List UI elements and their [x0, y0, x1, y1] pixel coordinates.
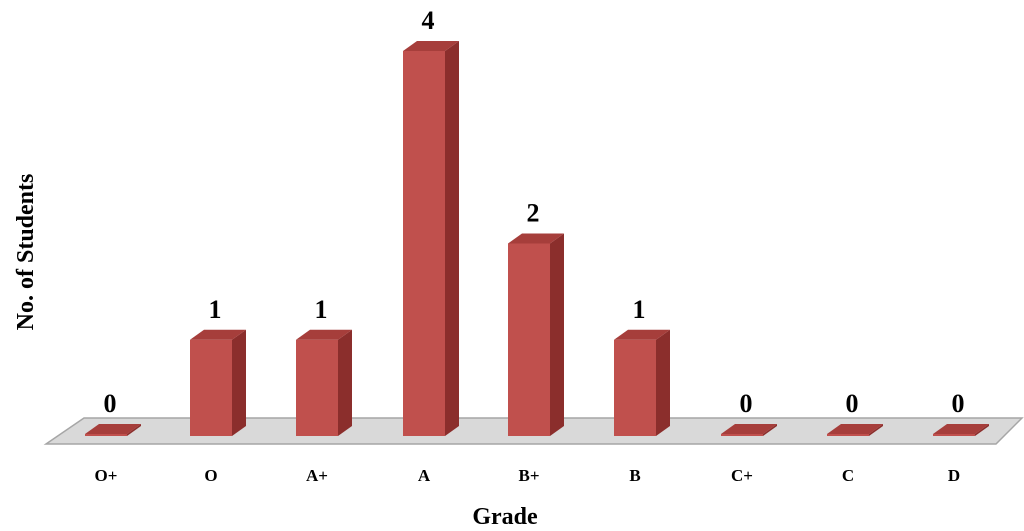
- bar-top-face: [721, 424, 777, 434]
- bar-side-face: [975, 424, 989, 436]
- data-label-C+: 0: [740, 389, 753, 418]
- x-tick-label-C+: C+: [731, 466, 753, 485]
- bar-front-face: [933, 434, 975, 436]
- bar-top-face: [403, 41, 459, 51]
- bar-D: [933, 424, 989, 436]
- bar-C+: [721, 424, 777, 436]
- bars-group: [85, 41, 989, 436]
- x-tick-label-B: B: [629, 466, 640, 485]
- bar-top-face: [296, 329, 352, 340]
- data-label-A+: 1: [315, 295, 328, 324]
- bar-side-face: [127, 424, 141, 436]
- bar-front-face: [403, 51, 445, 436]
- data-labels-group: 0 1 1 4 2 1 0 0 0: [104, 6, 965, 418]
- bar-B: [614, 329, 670, 436]
- bar-top-face: [508, 233, 564, 244]
- bar-top-face: [933, 424, 989, 434]
- x-tick-label-D: D: [948, 466, 960, 485]
- bar-C: [827, 424, 883, 436]
- data-label-O: 1: [209, 295, 222, 324]
- data-label-B+: 2: [527, 199, 540, 228]
- y-axis-title: No. of Students: [13, 174, 39, 331]
- data-label-C: 0: [846, 389, 859, 418]
- bar-top-face: [827, 424, 883, 434]
- x-tick-label-O+: O+: [95, 466, 118, 485]
- data-label-D: 0: [952, 389, 965, 418]
- data-label-O+: 0: [104, 389, 117, 418]
- x-tick-labels-group: O+ O A+ A B+ B C+ C D: [95, 466, 961, 485]
- bar-B+: [508, 233, 564, 436]
- x-tick-label-C: C: [842, 466, 854, 485]
- bar-side-face: [232, 329, 246, 436]
- bar-side-face: [338, 329, 352, 436]
- x-axis-title: Grade: [472, 504, 538, 530]
- bar-top-face: [614, 329, 670, 340]
- bar-top-face: [85, 424, 141, 434]
- bar-side-face: [763, 424, 777, 436]
- bar-front-face: [721, 434, 763, 436]
- data-label-A: 4: [422, 6, 435, 35]
- bar-side-face: [656, 329, 670, 436]
- bar-front-face: [296, 339, 338, 436]
- x-tick-label-B+: B+: [518, 466, 539, 485]
- bar-side-face: [445, 41, 459, 436]
- bar-front-face: [614, 339, 656, 436]
- x-tick-label-A: A: [418, 466, 431, 485]
- x-tick-label-O: O: [204, 466, 217, 485]
- bar-side-face: [550, 233, 564, 436]
- data-label-B: 1: [633, 295, 646, 324]
- bar-A: [403, 41, 459, 436]
- x-tick-label-A+: A+: [306, 466, 328, 485]
- bar-A+: [296, 329, 352, 436]
- bar-O+: [85, 424, 141, 436]
- bar-side-face: [869, 424, 883, 436]
- bar-front-face: [508, 243, 550, 436]
- bar-front-face: [85, 434, 127, 436]
- bar-front-face: [190, 339, 232, 436]
- bar-top-face: [190, 329, 246, 340]
- bar-O: [190, 329, 246, 436]
- bar-front-face: [827, 434, 869, 436]
